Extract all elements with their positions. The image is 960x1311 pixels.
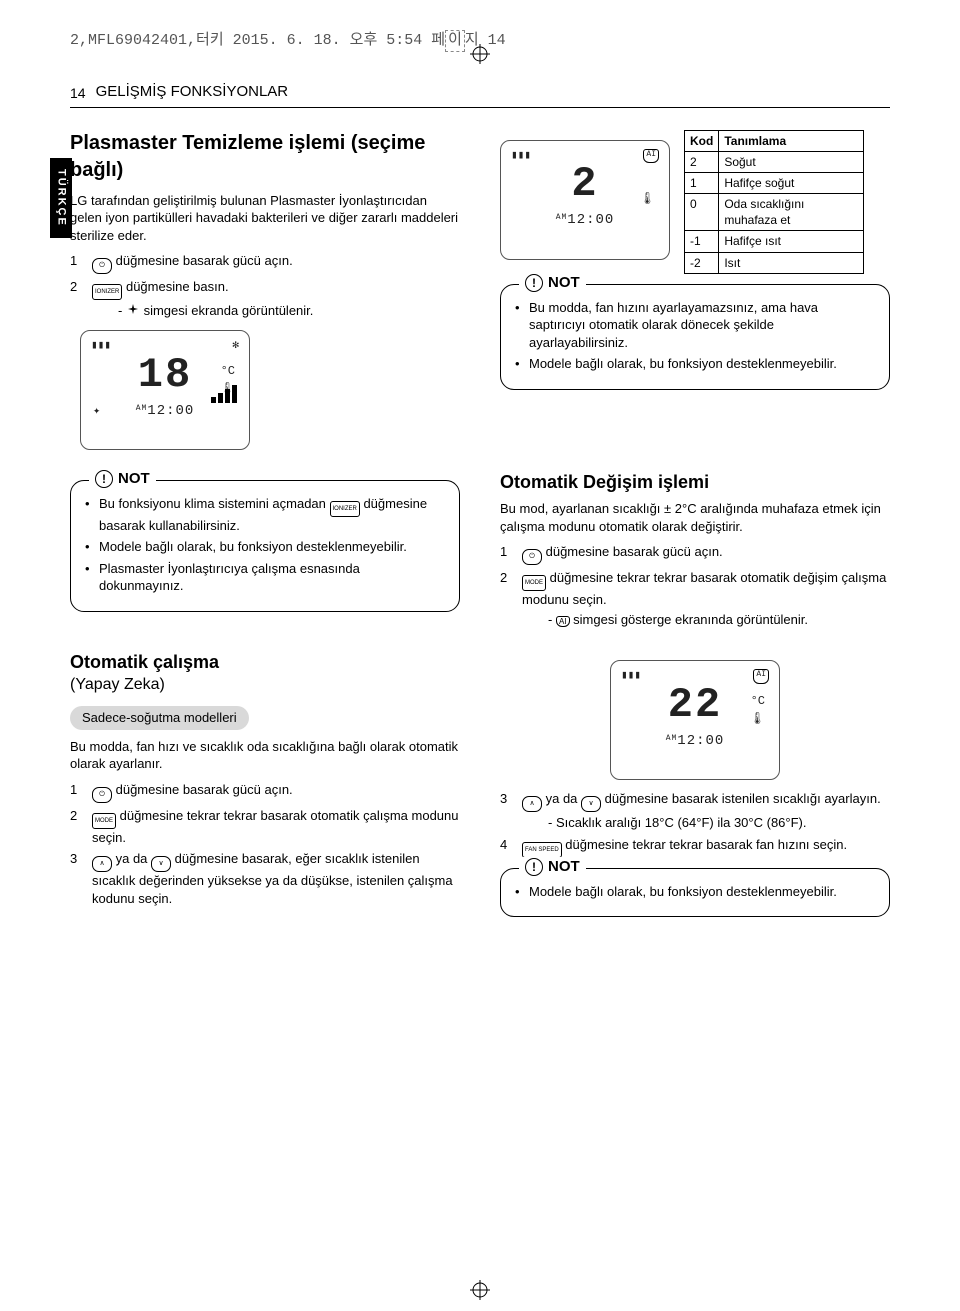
cooling-only-badge: Sadece-soğutma modelleri xyxy=(70,706,249,730)
page-header: 14 GELİŞMİŞ FONKSİYONLAR xyxy=(70,82,890,107)
ai-icon: AI xyxy=(556,616,570,627)
col-right-1: ▮▮▮ AI 2 🌡 AM12:00 KodTanımlama 2Soğut 1… xyxy=(500,130,890,460)
sparkle-icon xyxy=(126,303,140,317)
kod-h2: Tanımlama xyxy=(719,130,864,151)
print-tag-prefix: 2,MFL69042401,터키 2015. 6. 18. 오후 5:54 페 xyxy=(70,32,445,49)
not-label: !NOT xyxy=(519,273,586,293)
auto-change-title: Otomatik Değişim işlemi xyxy=(500,470,890,494)
power-icon: ⏻ xyxy=(92,258,112,274)
power-icon: ⏻ xyxy=(92,787,112,803)
auto-change-desc: Bu mod, ayarlanan sıcaklığı ± 2°C aralığ… xyxy=(500,500,890,535)
page-number: 14 xyxy=(70,84,86,107)
lcd1-unit: °C xyxy=(221,363,235,379)
lcd3-unit: °C xyxy=(751,693,765,709)
sparkle-icon: ✦ xyxy=(93,403,100,419)
signal-icon: ▮▮▮ xyxy=(91,339,111,354)
kod-h1: Kod xyxy=(685,130,719,151)
not2-b2: Modele bağlı olarak, bu fonksiyon destek… xyxy=(85,538,445,556)
col-left-2: !NOT Bu fonksiyonu klima sistemini açmad… xyxy=(70,470,460,632)
plasmaster-steps: 1 ⏻ düğmesine basarak gücü açın. 2 IONIZ… xyxy=(70,252,460,320)
up-icon: ∧ xyxy=(522,796,542,812)
power-icon: ⏻ xyxy=(522,549,542,565)
snowflake-icon: ✻ xyxy=(232,339,239,354)
plasmaster-step2: düğmesine basın. xyxy=(126,279,229,294)
not-label: !NOT xyxy=(89,469,156,489)
registration-mark-icon xyxy=(470,1280,490,1305)
not-box-3: !NOT Modele bağlı olarak, bu fonksiyon d… xyxy=(500,868,890,918)
thermometer-icon: 🌡 xyxy=(750,711,765,727)
not-box-1: !NOT Bu modda, fan hızını ayarlayamazsın… xyxy=(500,284,890,390)
not-label: !NOT xyxy=(519,857,586,877)
col-right-2: Otomatik Değişim işlemi Bu mod, ayarlana… xyxy=(500,470,890,632)
registration-mark-icon xyxy=(470,44,490,69)
not-box-2: !NOT Bu fonksiyonu klima sistemini açmad… xyxy=(70,480,460,612)
not2-b3: Plasmaster İyonlaştırıcıya çalışma esnas… xyxy=(85,560,445,595)
auto-change-steps: 1⏻ düğmesine basarak gücü açın. 2MODE dü… xyxy=(500,543,890,628)
lcd-display-plasmaster: ▮▮▮ ✻ 18 °C 🌡 ✦ AM12:00 xyxy=(80,330,250,450)
section-title: GELİŞMİŞ FONKSİYONLAR xyxy=(96,82,289,106)
lcd3-time: AM12:00 xyxy=(621,732,769,751)
auto-change-s2-sub: - AI simgesi gösterge ekranında görüntül… xyxy=(544,611,890,629)
fan-bars-icon xyxy=(211,385,239,405)
lcd2-time: AM12:00 xyxy=(511,211,659,230)
kod-table: KodTanımlama 2Soğut 1Hafifçe soğut 0Oda … xyxy=(684,130,864,274)
col-right-3: ▮▮▮ AI 22 °C 🌡 AM12:00 3∧ ya da ∨ düğmes… xyxy=(500,650,890,935)
col-left-3: Otomatik çalışma (Yapay Zeka) Sadece-soğ… xyxy=(70,650,460,935)
ionizer-icon: IONIZER xyxy=(92,284,122,300)
thermometer-icon: 🌡 xyxy=(640,191,655,207)
signal-icon: ▮▮▮ xyxy=(511,149,531,164)
ionizer-icon: IONIZER xyxy=(330,501,360,517)
auto-op-desc: Bu modda, fan hızı ve sıcaklık oda sıcak… xyxy=(70,738,460,773)
plasmaster-step2-sub: - simgesi ekranda görüntülenir. xyxy=(114,302,460,320)
ai-icon: AI xyxy=(753,669,769,684)
lcd3-temp: 22 xyxy=(621,684,769,726)
plasmaster-title: Plasmaster Temizleme işlemi (seçime bağl… xyxy=(70,130,460,184)
lcd-display-autochange: ▮▮▮ AI 22 °C 🌡 AM12:00 xyxy=(610,660,780,780)
down-icon: ∨ xyxy=(151,856,171,872)
ai-icon: AI xyxy=(643,149,659,164)
mode-icon: MODE xyxy=(522,575,546,591)
lcd2-value: 2 xyxy=(511,163,659,205)
auto-op-subtitle: (Yapay Zeka) xyxy=(70,674,460,696)
print-tag-boxed: 이 xyxy=(445,30,465,52)
not1-b2: Modele bağlı olarak, bu fonksiyon destek… xyxy=(515,355,875,373)
lcd-display-auto: ▮▮▮ AI 2 🌡 AM12:00 xyxy=(500,140,670,260)
signal-icon: ▮▮▮ xyxy=(621,669,641,684)
fan-speed-icon: FAN SPEED xyxy=(522,842,562,858)
not2-b1: Bu fonksiyonu klima sistemini açmadan IO… xyxy=(85,495,445,535)
plasmaster-step1: düğmesine basarak gücü açın. xyxy=(116,253,293,268)
auto-change-s3-sub: - Sıcaklık aralığı 18°C (64°F) ila 30°C … xyxy=(544,814,890,832)
up-icon: ∧ xyxy=(92,856,112,872)
not1-b1: Bu modda, fan hızını ayarlayamazsınız, a… xyxy=(515,299,875,352)
language-tab: TÜRKÇE xyxy=(50,158,72,238)
col-left-1: Plasmaster Temizleme işlemi (seçime bağl… xyxy=(70,130,460,460)
auto-change-steps-2: 3∧ ya da ∨ düğmesine basarak istenilen s… xyxy=(500,790,890,858)
plasmaster-desc: LG tarafından geliştirilmiş bulunan Plas… xyxy=(70,192,460,245)
not3-b1: Modele bağlı olarak, bu fonksiyon destek… xyxy=(515,883,875,901)
auto-op-steps: 1⏻ düğmesine basarak gücü açın. 2MODE dü… xyxy=(70,781,460,908)
down-icon: ∨ xyxy=(581,796,601,812)
mode-icon: MODE xyxy=(92,813,116,829)
auto-op-title: Otomatik çalışma xyxy=(70,650,460,674)
